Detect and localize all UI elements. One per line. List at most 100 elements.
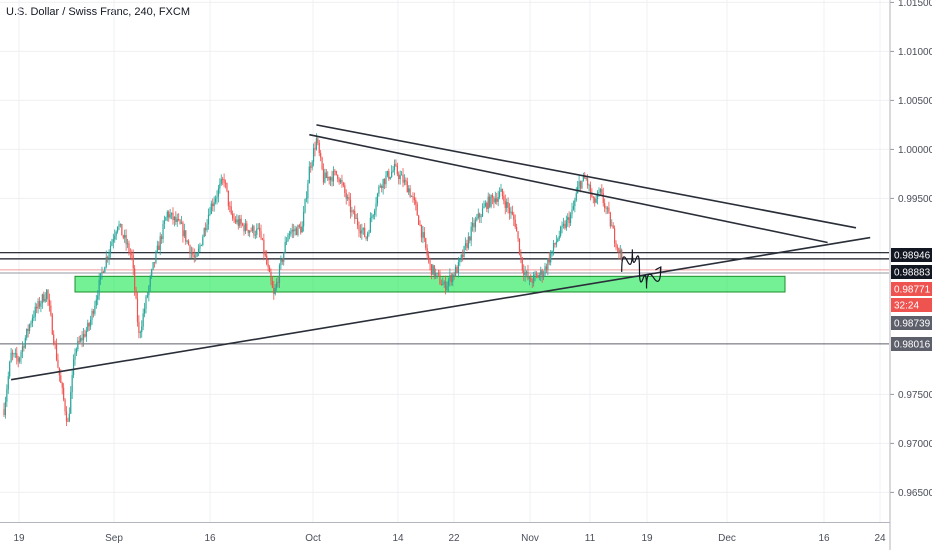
candle-body	[220, 179, 222, 184]
candle-body	[226, 182, 228, 191]
candle-body	[254, 234, 256, 236]
candle-body	[518, 238, 521, 255]
candle-body	[614, 228, 616, 244]
candle-body	[579, 181, 582, 189]
candle-body	[119, 223, 122, 225]
candle-body	[232, 213, 234, 219]
candle-body	[214, 198, 217, 203]
candle-body	[4, 401, 7, 415]
candle-body	[587, 178, 589, 186]
candle-body	[535, 274, 538, 276]
candle-body	[188, 240, 190, 246]
candle-body	[87, 323, 89, 331]
candle-body	[476, 218, 478, 221]
candle-body	[388, 171, 390, 179]
candle-body	[199, 245, 201, 249]
candle-body	[98, 279, 100, 296]
candle-body	[508, 207, 511, 214]
candle-body	[381, 185, 383, 189]
candle-body	[94, 305, 96, 314]
candle-body	[533, 274, 535, 283]
candle-body	[338, 178, 340, 183]
candle-body	[561, 225, 563, 228]
candle-body	[67, 421, 69, 423]
candle-body	[70, 392, 72, 414]
candle-body	[111, 241, 113, 246]
candle-body	[33, 316, 35, 318]
candle-body	[53, 334, 55, 344]
candle-body	[486, 203, 488, 209]
candle-body	[237, 219, 239, 226]
candle-body	[193, 255, 195, 258]
candle-body	[469, 236, 471, 241]
candle-body	[125, 235, 127, 245]
x-tick-label: 11	[585, 533, 596, 544]
candle-body	[440, 284, 442, 286]
candle-body	[611, 225, 613, 227]
candle-body	[433, 265, 435, 277]
candle-body	[267, 264, 269, 268]
candle-body	[261, 238, 264, 240]
candle-body	[432, 265, 434, 275]
candle-body	[467, 236, 469, 249]
candle-body	[203, 228, 205, 237]
candle-body	[311, 162, 313, 168]
candle-body	[280, 259, 282, 266]
candle-body	[148, 286, 150, 296]
candle-body	[409, 188, 411, 197]
candle-body	[166, 211, 168, 218]
candle-body	[40, 303, 42, 307]
candle-body	[472, 222, 474, 227]
candle-body	[592, 196, 594, 198]
candle-body	[406, 181, 408, 193]
candle-body	[169, 214, 171, 218]
candle-body	[548, 258, 550, 263]
candle-body	[303, 212, 305, 227]
candle-body	[222, 179, 224, 180]
candle-body	[365, 236, 367, 239]
candle-body	[551, 250, 553, 254]
candle-body	[298, 225, 300, 227]
candle-body	[415, 200, 417, 205]
candle-body	[427, 255, 430, 261]
candle-body	[460, 254, 462, 260]
candle-body	[351, 210, 353, 213]
candle-body	[259, 227, 261, 232]
candle-body	[288, 233, 291, 235]
candle-body	[135, 289, 137, 299]
y-tick-label: 0.99500	[898, 194, 932, 205]
candle-body	[399, 175, 401, 180]
candle-body	[402, 174, 404, 183]
candle-body	[295, 228, 298, 236]
candle-body	[163, 220, 166, 224]
candle-body	[452, 274, 454, 283]
candle-body	[521, 257, 523, 271]
candle-body	[41, 294, 43, 304]
candle-body	[257, 227, 259, 229]
candle-body	[185, 230, 187, 242]
candle-body	[379, 185, 381, 187]
candle-body	[378, 186, 380, 194]
x-tick-label: Nov	[521, 533, 539, 544]
candle-body	[38, 301, 41, 307]
candle-body	[273, 287, 275, 294]
candle-body	[605, 207, 607, 209]
candle-body	[212, 203, 214, 207]
candle-body	[105, 256, 107, 268]
candle-body	[202, 236, 204, 245]
candle-layer	[3, 133, 623, 427]
candle-body	[459, 259, 461, 263]
candle-body	[599, 189, 601, 193]
candle-body	[473, 222, 475, 228]
candle-body	[555, 241, 557, 245]
candle-body	[524, 272, 526, 276]
candle-body	[234, 219, 237, 223]
candle-body	[91, 311, 93, 320]
candle-body	[138, 321, 140, 333]
candle-body	[420, 224, 423, 238]
candle-body	[598, 192, 600, 193]
candle-body	[77, 340, 79, 350]
candle-body	[356, 218, 359, 226]
candle-body	[359, 230, 362, 234]
